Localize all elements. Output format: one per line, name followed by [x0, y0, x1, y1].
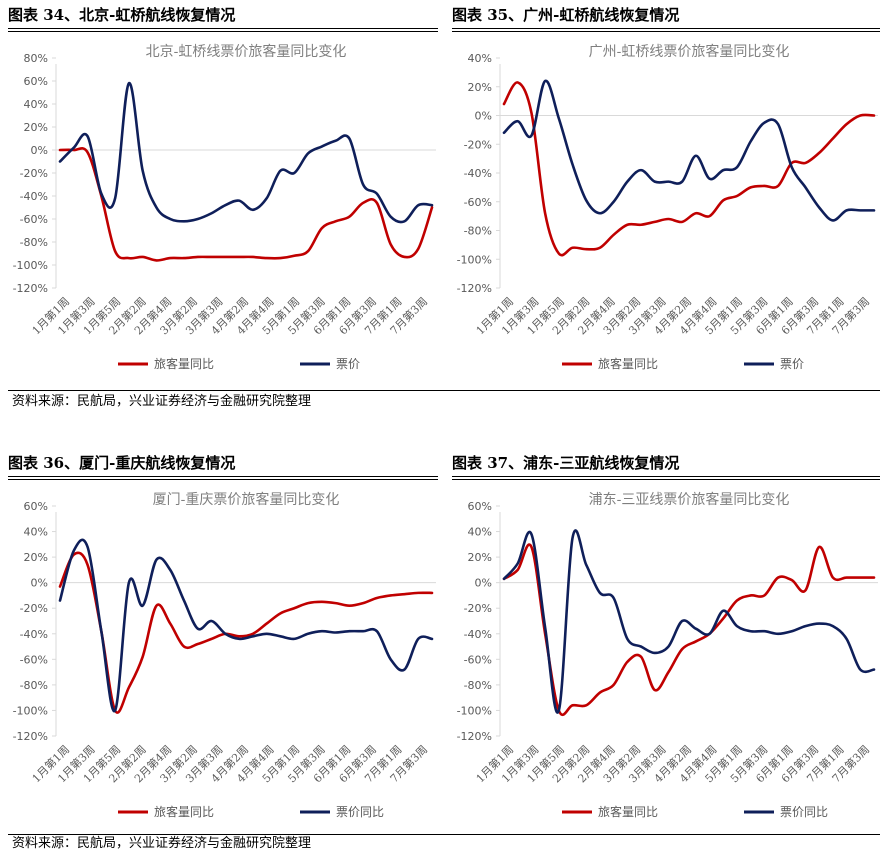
chart-panel-xiamen-chongqing: 厦门-重庆票价旅客量同比变化 60% 40% 20% 0% -20% -40% -60% -80… — [0, 488, 442, 828]
y-tick-label: 80% — [24, 52, 48, 65]
y-tick-label: -40% — [464, 628, 492, 641]
y-tick-label: -80% — [464, 679, 492, 692]
y-tick-label: -100% — [13, 704, 48, 717]
chart-title: 北京-虹桥线票价旅客量同比变化 — [146, 43, 347, 60]
y-tick-label: 0% — [475, 110, 492, 123]
y-tick-label: -120% — [13, 282, 48, 295]
y-tick-label: 60% — [24, 500, 48, 513]
y-tick-label: -80% — [20, 679, 48, 692]
y-tick-label: -40% — [20, 190, 48, 203]
y-tick-label: 40% — [468, 52, 492, 65]
legend-label-passenger: 旅客量同比 — [154, 804, 214, 819]
y-tick-label: -40% — [464, 167, 492, 180]
price-series-line — [502, 529, 876, 714]
bottom-source-rule — [8, 834, 880, 835]
y-tick-label: -80% — [20, 236, 48, 249]
passenger-series-line — [502, 543, 876, 717]
chart-title: 浦东-三亚线票价旅客量同比变化 — [589, 491, 790, 508]
y-tick-label: -100% — [457, 704, 492, 717]
y-tick-label: 60% — [24, 75, 48, 88]
y-tick-label: 20% — [468, 81, 492, 94]
y-tick-label: 20% — [24, 551, 48, 564]
legend-label-passenger: 旅客量同比 — [154, 356, 214, 371]
y-tick-label: -20% — [20, 167, 48, 180]
passenger-series-line — [58, 147, 434, 262]
chart-title: 广州-虹桥线票价旅客量同比变化 — [589, 43, 790, 60]
y-tick-label: 40% — [468, 526, 492, 539]
legend-label-price: 票价同比 — [780, 805, 828, 819]
y-tick-label: -20% — [464, 138, 492, 151]
y-tick-label: 0% — [475, 577, 492, 590]
passenger-series-line — [502, 81, 876, 257]
legend-label-price: 票价 — [336, 357, 360, 371]
y-tick-label: -20% — [20, 602, 48, 615]
y-tick-label: -20% — [464, 602, 492, 615]
chart-svg: 厦门-重庆票价旅客量同比变化 60% 40% 20% 0% -20% -40% -60% -80… — [13, 491, 436, 819]
top-source-note: 资料来源：民航局，兴业证券经济与金融研究院整理 — [12, 394, 312, 409]
chart-panel-guangzhou-hongqiao: 广州-虹桥线票价旅客量同比变化 40% 20% 0% -20% -40% -60% -80% -… — [444, 40, 884, 380]
bottom-source-note: 资料来源：民航局，兴业证券经济与金融研究院整理 — [12, 836, 312, 851]
y-tick-label: 0% — [31, 144, 48, 157]
passenger-series-line — [58, 551, 434, 714]
chart-panel-pudong-sanya: 浦东-三亚线票价旅客量同比变化 60% 40% 20% 0% -20% -40% -60% -8… — [444, 488, 884, 828]
y-tick-label: 20% — [24, 121, 48, 134]
y-tick-label: 40% — [24, 526, 48, 539]
chart-title: 厦门-重庆票价旅客量同比变化 — [153, 491, 340, 508]
figure-37-header: 图表 37、浦东-三亚航线恢复情况 — [452, 450, 880, 480]
price-series-line — [58, 538, 434, 713]
y-tick-label: -120% — [13, 730, 48, 743]
y-tick-label: -60% — [20, 653, 48, 666]
y-tick-label: -40% — [20, 628, 48, 641]
y-tick-label: -120% — [457, 730, 492, 743]
figure-36-header: 图表 36、厦门-重庆航线恢复情况 — [8, 450, 438, 480]
chart-panel-beijing-hongqiao: 北京-虹桥线票价旅客量同比变化 80% 60% 40% 20% 0% -20% -40% -60… — [0, 40, 442, 380]
y-tick-label: 40% — [24, 98, 48, 111]
y-tick-label: -120% — [457, 282, 492, 295]
y-tick-label: 20% — [468, 551, 492, 564]
legend-label-price: 票价 — [780, 357, 804, 371]
y-tick-label: 0% — [31, 577, 48, 590]
price-series-line — [502, 79, 876, 222]
legend-label-passenger: 旅客量同比 — [598, 356, 658, 371]
legend-label-price: 票价同比 — [336, 805, 384, 819]
chart-svg: 广州-虹桥线票价旅客量同比变化 40% 20% 0% -20% -40% -60% -80% -… — [457, 43, 878, 371]
figure-35-header: 图表 35、广州-虹桥航线恢复情况 — [452, 2, 880, 32]
y-tick-label: -80% — [464, 225, 492, 238]
figure-34-header: 图表 34、北京-虹桥航线恢复情况 — [8, 2, 438, 32]
chart-svg: 浦东-三亚线票价旅客量同比变化 60% 40% 20% 0% -20% -40% -60% -8… — [457, 491, 878, 819]
price-series-line — [58, 81, 434, 224]
y-tick-label: -100% — [13, 259, 48, 272]
chart-svg: 北京-虹桥线票价旅客量同比变化 80% 60% 40% 20% 0% -20% -40% -60… — [13, 43, 436, 371]
y-tick-label: -100% — [457, 253, 492, 266]
y-tick-label: -60% — [20, 213, 48, 226]
y-tick-label: -60% — [464, 196, 492, 209]
y-tick-label: 60% — [468, 500, 492, 513]
legend-label-passenger: 旅客量同比 — [598, 804, 658, 819]
top-source-rule — [8, 390, 880, 391]
y-tick-label: -60% — [464, 653, 492, 666]
